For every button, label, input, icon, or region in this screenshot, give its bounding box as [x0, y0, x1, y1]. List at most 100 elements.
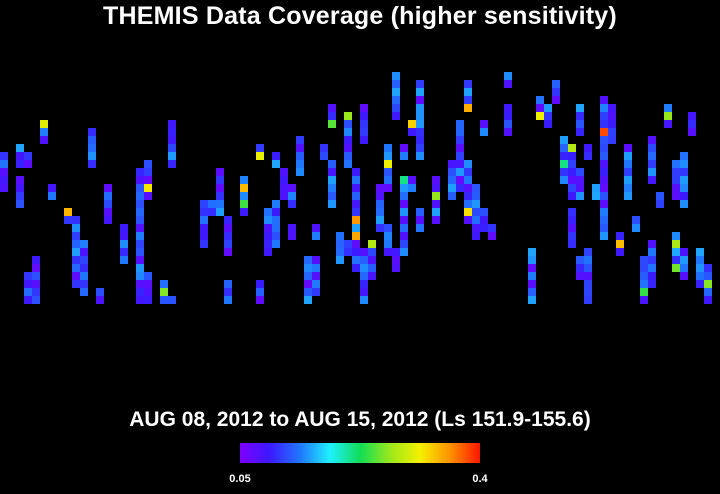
coverage-cell	[32, 256, 40, 264]
coverage-cell	[16, 176, 24, 184]
coverage-cell	[472, 192, 480, 200]
coverage-cell	[432, 216, 440, 224]
date-range-subtitle: AUG 08, 2012 to AUG 15, 2012 (Ls 151.9-1…	[129, 408, 591, 431]
coverage-cell	[344, 136, 352, 144]
coverage-cell	[320, 152, 328, 160]
coverage-cell	[32, 288, 40, 296]
coverage-cell	[368, 264, 376, 272]
coverage-cell	[648, 176, 656, 184]
coverage-cell	[656, 192, 664, 200]
coverage-cell	[456, 136, 464, 144]
coverage-cell	[376, 184, 384, 192]
coverage-cell	[168, 136, 176, 144]
coverage-cell	[576, 264, 584, 272]
coverage-cell	[608, 104, 616, 112]
coverage-cell	[200, 208, 208, 216]
coverage-cell	[200, 224, 208, 232]
coverage-cell	[360, 264, 368, 272]
coverage-cell	[296, 144, 304, 152]
coverage-cell	[568, 232, 576, 240]
coverage-cell	[136, 280, 144, 288]
coverage-cell	[120, 240, 128, 248]
coverage-cell	[240, 184, 248, 192]
coverage-cell	[576, 104, 584, 112]
coverage-cell	[368, 248, 376, 256]
coverage-cell	[600, 200, 608, 208]
coverage-cell	[608, 112, 616, 120]
coverage-cell	[592, 184, 600, 192]
coverage-cell	[704, 280, 712, 288]
coverage-cell	[296, 152, 304, 160]
coverage-cell	[120, 232, 128, 240]
coverage-cell	[600, 216, 608, 224]
coverage-cell	[448, 192, 456, 200]
coverage-cell	[320, 144, 328, 152]
coverage-cell	[216, 208, 224, 216]
coverage-cell	[272, 240, 280, 248]
coverage-cell	[312, 224, 320, 232]
coverage-cell	[680, 184, 688, 192]
coverage-cell	[72, 256, 80, 264]
coverage-cell	[280, 192, 288, 200]
coverage-cell	[288, 232, 296, 240]
coverage-cell	[368, 272, 376, 280]
coverage-cell	[464, 80, 472, 88]
coverage-cell	[504, 72, 512, 80]
coverage-cell	[680, 160, 688, 168]
coverage-cell	[584, 272, 592, 280]
coverage-cell	[640, 296, 648, 304]
coverage-cell	[616, 248, 624, 256]
coverage-cell	[600, 120, 608, 128]
coverage-cell	[384, 152, 392, 160]
coverage-cell	[336, 232, 344, 240]
coverage-cell	[432, 208, 440, 216]
coverage-cell	[344, 112, 352, 120]
coverage-cell	[344, 240, 352, 248]
coverage-cell	[208, 208, 216, 216]
coverage-cell	[696, 272, 704, 280]
coverage-cell	[16, 200, 24, 208]
coverage-cell	[576, 272, 584, 280]
coverage-cell	[360, 248, 368, 256]
coverage-cell	[672, 256, 680, 264]
coverage-cell	[432, 200, 440, 208]
coverage-cell	[584, 264, 592, 272]
coverage-cell	[136, 224, 144, 232]
coverage-cell	[16, 144, 24, 152]
coverage-cell	[216, 176, 224, 184]
coverage-cell	[528, 288, 536, 296]
coverage-cell	[576, 176, 584, 184]
coverage-cell	[560, 160, 568, 168]
coverage-cell	[264, 248, 272, 256]
coverage-cell	[288, 200, 296, 208]
coverage-cell	[392, 104, 400, 112]
coverage-cell	[240, 200, 248, 208]
coverage-cell	[528, 248, 536, 256]
coverage-cell	[600, 96, 608, 104]
coverage-cell	[392, 264, 400, 272]
coverage-cell	[16, 184, 24, 192]
coverage-cell	[104, 184, 112, 192]
coverage-cell	[456, 152, 464, 160]
coverage-cell	[576, 256, 584, 264]
coverage-cell	[72, 248, 80, 256]
coverage-tracks	[0, 72, 712, 304]
coverage-cell	[400, 192, 408, 200]
coverage-cell	[288, 192, 296, 200]
coverage-cell	[328, 112, 336, 120]
coverage-cell	[600, 136, 608, 144]
coverage-cell	[680, 192, 688, 200]
coverage-cell	[360, 120, 368, 128]
coverage-cell	[672, 248, 680, 256]
coverage-cell	[568, 160, 576, 168]
coverage-cell	[648, 144, 656, 152]
coverage-cell	[88, 136, 96, 144]
coverage-cell	[80, 256, 88, 264]
coverage-cell	[632, 216, 640, 224]
coverage-cell	[608, 136, 616, 144]
coverage-cell	[88, 152, 96, 160]
coverage-cell	[464, 168, 472, 176]
colorbar-max-label: 0.4	[472, 473, 488, 485]
coverage-cell	[304, 288, 312, 296]
coverage-cell	[704, 296, 712, 304]
